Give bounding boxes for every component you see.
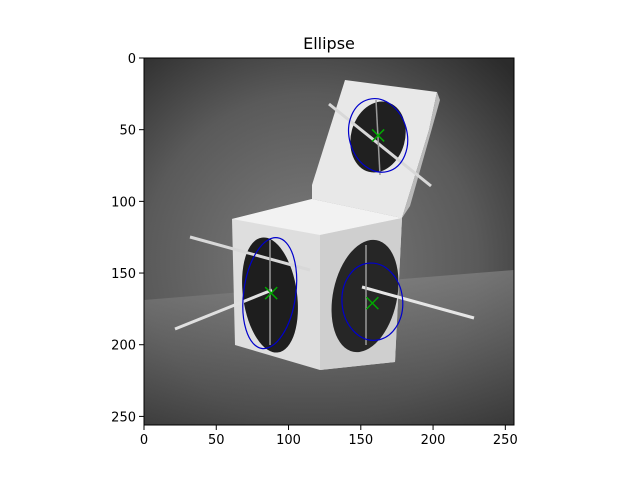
x-tick-label: 100 (276, 433, 301, 448)
chart-title: Ellipse (303, 34, 355, 53)
x-tick-label: 50 (208, 433, 225, 448)
x-tick-label: 0 (140, 433, 148, 448)
y-tick-label: 50 (119, 124, 136, 139)
y-tick-label: 0 (128, 52, 136, 67)
y-tick-label: 250 (111, 410, 136, 425)
y-axis: 0 50 100 150 200 250 (111, 52, 144, 425)
center-marker-x (371, 128, 385, 142)
ellipse-overlays (242, 98, 409, 350)
y-tick-label: 100 (111, 195, 136, 210)
y-tick-label: 150 (111, 267, 136, 282)
center-marker-x (264, 286, 278, 300)
x-tick-label: 250 (493, 433, 518, 448)
ellipse-outline (347, 98, 409, 173)
x-tick-label: 150 (348, 433, 373, 448)
center-markers (264, 128, 385, 310)
y-tick-label: 200 (111, 339, 136, 354)
center-marker-x (365, 296, 379, 310)
x-tick-label: 200 (421, 433, 446, 448)
background-photo (144, 58, 514, 425)
x-axis: 0 50 100 150 200 250 (140, 425, 518, 448)
ellipse-outline (242, 237, 298, 350)
ellipse-outline (341, 262, 404, 341)
plot-frame (143, 57, 515, 426)
